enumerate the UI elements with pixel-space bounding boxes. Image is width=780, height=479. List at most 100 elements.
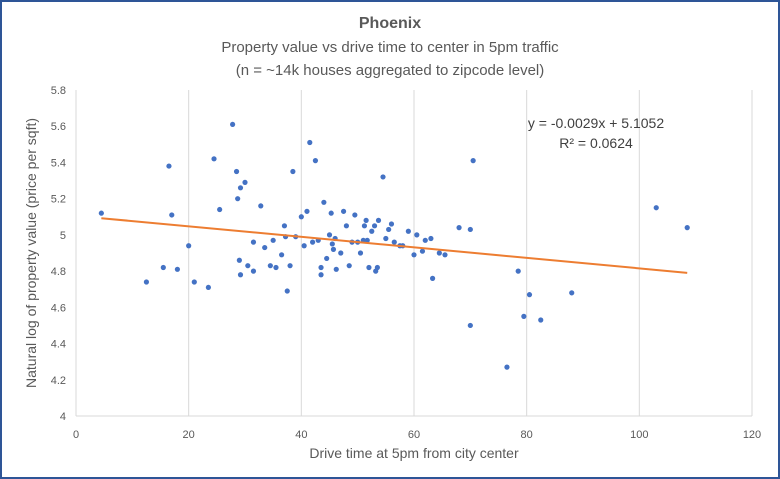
x-axis-title: Drive time at 5pm from city center (309, 445, 519, 461)
data-point (307, 139, 313, 146)
data-point (442, 252, 448, 258)
data-point (343, 223, 349, 229)
data-point (371, 223, 378, 229)
data-point (284, 288, 290, 294)
data-point (191, 279, 197, 285)
data-point (250, 239, 257, 245)
x-tick-label: 120 (743, 429, 761, 441)
data-point (366, 264, 372, 271)
data-point (98, 210, 104, 216)
y-tick-label: 5.6 (51, 121, 66, 133)
data-point (287, 263, 293, 269)
data-point (273, 264, 279, 271)
data-point (419, 248, 426, 254)
trendline-group (101, 217, 688, 274)
data-point (422, 237, 428, 243)
data-point (330, 246, 337, 252)
data-point (250, 268, 257, 274)
data-point (391, 239, 397, 245)
data-point (281, 223, 288, 229)
data-point (290, 168, 296, 175)
data-point (233, 168, 240, 175)
data-point (217, 206, 223, 213)
data-point (569, 290, 575, 296)
data-point (279, 252, 285, 258)
data-point (456, 225, 462, 231)
x-tick-label: 80 (521, 429, 533, 441)
data-point (236, 257, 242, 263)
y-tick-label: 4 (60, 411, 66, 423)
data-point (230, 121, 236, 128)
data-point (467, 226, 473, 233)
data-point (352, 212, 358, 218)
data-point (521, 313, 527, 319)
data-point (237, 272, 244, 278)
y-tick-label: 4.8 (51, 266, 66, 278)
data-point (318, 272, 324, 278)
data-point (364, 237, 370, 243)
data-point (211, 156, 217, 162)
y-axis-title: Natural log of property value (price per… (23, 118, 39, 388)
data-point (304, 208, 310, 214)
data-point (684, 225, 690, 231)
data-point (237, 185, 244, 191)
data-point (369, 228, 375, 234)
x-tick-labels: 0 20 40 60 80 100 120 (73, 429, 761, 441)
data-point (470, 158, 476, 164)
data-point (361, 223, 368, 229)
gridlines (75, 90, 753, 417)
chart-subtitle-line-2: (n = ~14k houses aggregated to zipcode l… (236, 62, 545, 79)
y-tick-labels: 4 4.2 4.4 4.6 4.8 5 5.2 5.4 5.6 5.8 (51, 85, 66, 423)
data-point (538, 317, 544, 323)
data-point (310, 239, 316, 245)
data-point (160, 264, 166, 271)
data-point (258, 203, 264, 209)
data-point (338, 250, 344, 256)
x-tick-label: 100 (630, 429, 648, 441)
data-point (205, 284, 211, 291)
data-point (143, 279, 150, 285)
trendline-equation: y = -0.0029x + 5.1052 (528, 115, 664, 131)
data-point (374, 264, 380, 271)
data-point (515, 268, 521, 274)
data-point (242, 179, 248, 185)
y-tick-label: 4.6 (51, 302, 66, 314)
data-point (321, 199, 327, 205)
chart-subtitle-line-1: Property value vs drive time to center i… (221, 39, 559, 56)
trendline (101, 217, 688, 274)
data-point (436, 250, 442, 256)
chart-title: Phoenix (359, 15, 421, 32)
data-point (301, 243, 307, 249)
data-point (340, 208, 347, 214)
data-point (262, 244, 268, 251)
data-point (346, 263, 352, 269)
data-point (504, 364, 510, 370)
data-point (186, 243, 192, 249)
data-point (405, 228, 411, 234)
x-tick-label: 40 (295, 429, 307, 441)
data-point (653, 205, 659, 211)
trendline-r-squared: R² = 0.0624 (559, 135, 633, 151)
data-points (98, 121, 690, 370)
x-tick-label: 0 (73, 429, 79, 441)
data-point (357, 250, 364, 256)
data-point (411, 252, 417, 258)
data-point (270, 237, 276, 243)
data-point (414, 232, 420, 238)
data-point (375, 217, 382, 223)
data-point (324, 255, 330, 262)
data-point (380, 174, 386, 180)
data-point (386, 226, 392, 233)
data-point (174, 266, 180, 272)
x-tick-label: 60 (408, 429, 420, 441)
data-point (429, 275, 436, 281)
x-tick-label: 20 (183, 429, 195, 441)
data-point (298, 214, 304, 220)
y-tick-label: 5.2 (51, 194, 66, 206)
y-tick-label: 5.4 (51, 157, 66, 169)
data-point (235, 196, 241, 202)
data-point (428, 235, 434, 242)
data-point (318, 264, 324, 271)
